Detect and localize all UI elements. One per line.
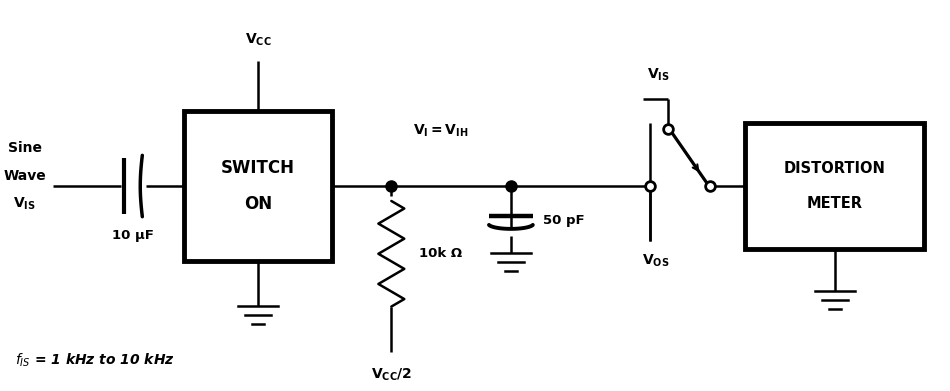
Text: $f_{IS}$ = 1 kHz to 10 kHz: $f_{IS}$ = 1 kHz to 10 kHz xyxy=(14,352,175,369)
Text: 10 μF: 10 μF xyxy=(112,230,154,242)
Text: 10k Ω: 10k Ω xyxy=(419,247,463,260)
Text: $\mathbf{V_{IS}}$: $\mathbf{V_{IS}}$ xyxy=(13,196,36,212)
Bar xyxy=(745,123,924,249)
Text: METER: METER xyxy=(807,196,863,212)
Text: ON: ON xyxy=(244,195,272,213)
Text: $\mathbf{V_{OS}}$: $\mathbf{V_{OS}}$ xyxy=(641,253,669,269)
Text: DISTORTION: DISTORTION xyxy=(784,161,885,176)
Text: Wave: Wave xyxy=(3,169,46,183)
Text: 50 pF: 50 pF xyxy=(542,214,584,228)
Bar xyxy=(184,111,332,261)
Text: $\mathbf{V_I = V_{IH}}$: $\mathbf{V_I = V_{IH}}$ xyxy=(413,123,469,140)
Text: SWITCH: SWITCH xyxy=(220,159,294,177)
Text: $\mathbf{V_{CC}/2}$: $\mathbf{V_{CC}/2}$ xyxy=(371,366,411,382)
Text: $\mathbf{V_{CC}}$: $\mathbf{V_{CC}}$ xyxy=(244,31,271,48)
Text: $\mathbf{V_{IS}}$: $\mathbf{V_{IS}}$ xyxy=(647,66,670,83)
Text: Sine: Sine xyxy=(8,141,42,155)
